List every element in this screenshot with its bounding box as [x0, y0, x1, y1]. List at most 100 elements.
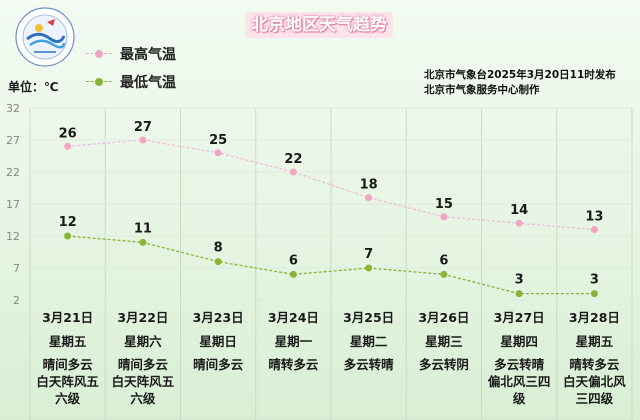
- day-weather-line: 晴间多云: [193, 357, 244, 372]
- high-temp-label: 27: [134, 120, 152, 135]
- low-temp-point: [289, 270, 297, 278]
- day-weather-line: 晴转多云: [268, 357, 319, 372]
- source-line-2: 北京市气象服务中心制作: [424, 84, 540, 96]
- day-weather-line: 六级: [130, 391, 156, 406]
- day-weather-line: 白天偏北风: [563, 374, 626, 389]
- day-date: 3月25日: [343, 310, 395, 325]
- high-temp-label: 15: [435, 197, 453, 212]
- meteorological-logo: [15, 7, 75, 67]
- legend-low-marker: [86, 77, 112, 87]
- day-weather-line: 白天阵风五: [36, 374, 99, 389]
- day-date: 3月23日: [192, 310, 244, 325]
- day-weather-line: 多云转晴: [343, 357, 394, 372]
- day-weekday: 星期四: [500, 334, 538, 349]
- legend-low-label: 最低气温: [120, 75, 176, 91]
- day-weekday: 星期三: [425, 334, 463, 349]
- low-temp-point: [64, 232, 72, 240]
- y-tick-label: 22: [6, 166, 20, 179]
- day-weather-line: 晴间多云: [117, 357, 168, 372]
- day-date: 3月24日: [267, 310, 319, 325]
- high-temp-point: [365, 194, 373, 202]
- y-tick-label: 27: [6, 134, 20, 147]
- legend-high-label: 最高气温: [120, 47, 176, 63]
- day-column: 3月21日星期五晴间多云白天阵风五六级: [31, 308, 105, 407]
- day-weather-line: 级: [512, 391, 526, 406]
- day-column: 3月22日星期六晴间多云白天阵风五六级: [106, 308, 180, 407]
- high-temp-label: 26: [59, 126, 77, 141]
- day-date: 3月22日: [117, 310, 169, 325]
- low-temp-label: 3: [590, 273, 599, 288]
- high-temp-point: [139, 136, 147, 144]
- day-weather: 晴间多云白天阵风五六级: [106, 356, 180, 407]
- day-date: 3月21日: [42, 310, 94, 325]
- chart-title: 北京地区天气趋势: [245, 12, 393, 38]
- day-weather: 晴转多云白天偏北风三四级: [557, 356, 631, 407]
- day-date: 3月27日: [493, 310, 545, 325]
- legend-item-low: 最低气温: [86, 73, 176, 91]
- day-column: 3月24日星期一晴转多云: [256, 308, 330, 373]
- day-weather-line: 多云转阴: [418, 357, 469, 372]
- high-temp-label: 13: [585, 210, 603, 225]
- low-temp-point: [515, 290, 523, 298]
- low-temp-label: 7: [364, 247, 373, 262]
- day-column: 3月28日星期五晴转多云白天偏北风三四级: [557, 308, 631, 407]
- day-weekday: 星期二: [349, 334, 388, 349]
- day-column: 3月25日星期二多云转晴: [332, 308, 406, 373]
- day-weekday: 星期一: [274, 334, 313, 349]
- low-temp-point: [590, 290, 598, 298]
- low-temp-point: [214, 258, 222, 266]
- high-temp-label: 25: [209, 133, 227, 148]
- day-weekday: 星期五: [48, 334, 87, 349]
- day-weather: 多云转阴: [407, 356, 481, 373]
- day-weekday: 星期日: [199, 334, 237, 349]
- day-weekday: 星期五: [575, 334, 614, 349]
- y-tick-label: 32: [6, 102, 20, 115]
- low-temp-point: [365, 264, 373, 272]
- day-date: 3月26日: [418, 310, 470, 325]
- day-weather: 晴间多云白天阵风五六级: [31, 356, 105, 407]
- day-weather-line: 偏北风三四: [487, 374, 551, 389]
- day-weekday: 星期六: [124, 334, 162, 349]
- day-date: 3月28日: [568, 310, 620, 325]
- day-weather: 多云转晴偏北风三四级: [482, 356, 556, 407]
- high-temp-point: [590, 226, 598, 234]
- y-tick-label: 17: [6, 198, 20, 211]
- high-temp-label: 14: [510, 203, 528, 218]
- high-temp-point: [64, 142, 72, 150]
- day-weather-line: 三四级: [575, 391, 614, 406]
- low-temp-label: 3: [515, 273, 524, 288]
- low-temp-label: 8: [214, 241, 223, 256]
- day-weather-line: 晴转多云: [569, 357, 620, 372]
- day-weather: 晴转多云: [256, 356, 330, 373]
- legend-item-high: 最高气温: [86, 45, 176, 63]
- low-temp-label: 6: [439, 253, 448, 268]
- high-temp-point: [289, 168, 297, 176]
- day-weather: 多云转晴: [332, 356, 406, 373]
- low-temp-label: 11: [134, 221, 152, 236]
- y-tick-label: 12: [6, 230, 20, 243]
- day-column: 3月23日星期日晴间多云: [181, 308, 255, 373]
- low-temp-label: 12: [59, 215, 77, 230]
- unit-label: 单位：℃: [8, 80, 59, 94]
- low-temp-point: [440, 270, 448, 278]
- low-temp-label: 6: [289, 253, 298, 268]
- day-weather-line: 晴间多云: [42, 357, 93, 372]
- high-temp-point: [214, 149, 222, 157]
- low-temp-point: [139, 238, 147, 246]
- y-tick-label: 2: [13, 294, 20, 307]
- day-column: 3月27日星期四多云转晴偏北风三四级: [482, 308, 556, 407]
- high-temp-point: [440, 213, 448, 221]
- high-temp-point: [515, 219, 523, 227]
- day-weather-line: 六级: [55, 391, 81, 406]
- legend-high-marker: [86, 49, 112, 59]
- day-weather-line: 多云转晴: [494, 357, 545, 372]
- day-weather-line: 白天阵风五: [111, 374, 175, 389]
- day-weather: 晴间多云: [181, 356, 255, 373]
- low-temp-line: [67, 235, 595, 295]
- high-temp-label: 22: [284, 152, 302, 167]
- high-temp-label: 18: [360, 178, 378, 193]
- y-tick-label: 7: [13, 262, 20, 275]
- source-line-1: 北京市气象台2025年3月20日11时发布: [424, 69, 616, 81]
- day-column: 3月26日星期三多云转阴: [407, 308, 481, 373]
